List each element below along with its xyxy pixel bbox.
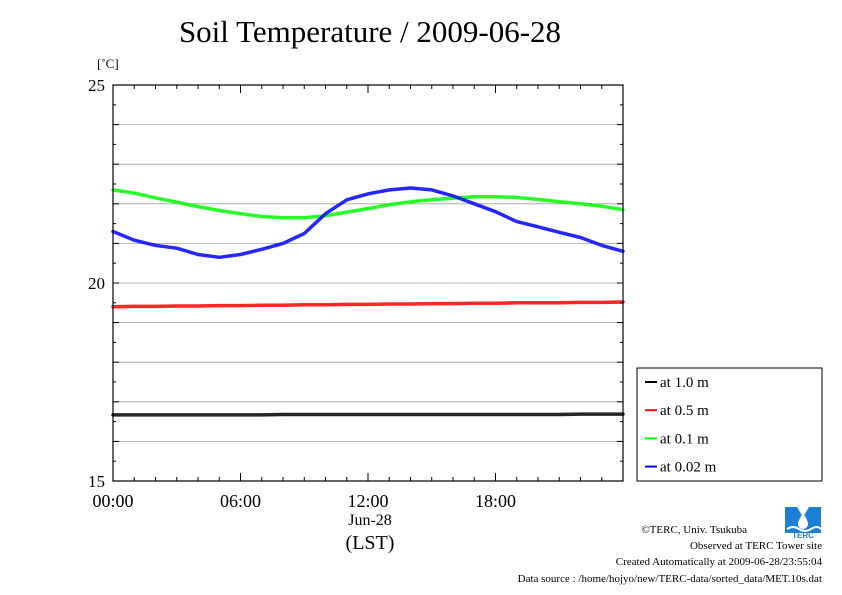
x-tick-label: 12:00 (347, 491, 388, 511)
x-axis-date: Jun-28 (348, 512, 392, 529)
series-line (111, 186, 625, 260)
legend-label: at 0.5 m (660, 403, 709, 419)
legend: at 1.0 m at 0.5 m at 0.1 m at 0.02 m (636, 367, 823, 482)
series-line (111, 412, 625, 417)
x-axis-timezone: (LST) (345, 532, 395, 554)
x-tick-label: 00:00 (92, 491, 133, 511)
axis-ticks (112, 84, 624, 482)
grid-lines (113, 124, 623, 442)
y-tick-label: 25 (88, 76, 105, 95)
legend-label: at 0.02 m (660, 460, 717, 476)
data-source-text: Data source : /home/hojyo/new/TERC-data/… (517, 573, 822, 585)
observed-text: Observed at TERC Tower site (689, 540, 822, 552)
x-tick-label: 06:00 (220, 491, 261, 511)
axis-tick-labels: 15 20 25 00:00 06:00 12:00 18:00 (88, 76, 516, 511)
svg-text:TERC: TERC (792, 531, 814, 539)
legend-label: at 1.0 m (660, 375, 709, 391)
terc-logo: TERC (785, 507, 822, 539)
copyright-text: ©TERC, Univ. Tsukuba (641, 524, 747, 536)
x-tick-label: 18:00 (475, 491, 516, 511)
y-tick-label: 15 (88, 472, 105, 491)
chart-title: Soil Temperature / 2009-06-28 (178, 14, 562, 49)
legend-label: at 0.1 m (660, 431, 709, 447)
y-tick-label: 20 (88, 274, 105, 293)
legend-box (636, 367, 823, 482)
series-line (111, 188, 625, 220)
y-axis-unit: [˚C] (97, 56, 119, 71)
series-line (111, 300, 625, 309)
series-lines (111, 186, 625, 417)
created-text: Created Automatically at 2009-06-28/23:5… (615, 556, 822, 568)
